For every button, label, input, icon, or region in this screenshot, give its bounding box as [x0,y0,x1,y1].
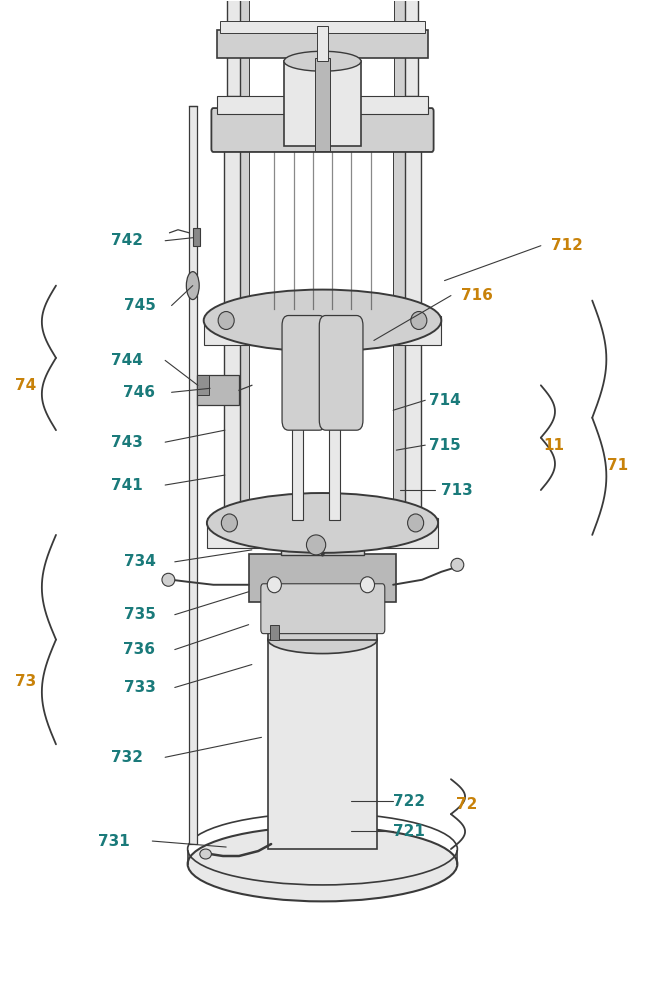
FancyBboxPatch shape [282,316,326,430]
Ellipse shape [204,290,441,351]
Text: 741: 741 [111,478,143,493]
Bar [207,518,438,548]
Ellipse shape [188,827,457,901]
Text: 715: 715 [429,438,461,453]
Ellipse shape [267,577,281,593]
Bar [395,0,404,96]
Bar [292,301,303,520]
Text: 721: 721 [393,824,425,839]
Bar [315,58,330,151]
Text: 72: 72 [456,797,478,812]
Ellipse shape [411,312,427,329]
Text: 742: 742 [111,233,143,248]
Bar [404,149,421,523]
Text: 731: 731 [98,834,130,849]
Bar [204,316,441,345]
Bar [248,554,397,602]
Bar [224,149,241,523]
Text: 11: 11 [543,438,564,453]
Ellipse shape [306,535,326,555]
Ellipse shape [451,558,464,571]
Text: 743: 743 [111,435,143,450]
Text: 733: 733 [124,680,155,695]
Text: 744: 744 [111,353,143,368]
Text: 73: 73 [15,674,36,689]
Bar [197,375,209,395]
Ellipse shape [162,573,175,586]
Bar [329,301,340,520]
Bar [217,30,428,58]
Ellipse shape [186,272,199,300]
Text: 71: 71 [608,458,628,473]
Bar [197,375,239,405]
Ellipse shape [221,514,237,532]
FancyBboxPatch shape [212,108,433,152]
Text: 713: 713 [441,483,473,498]
Text: 745: 745 [124,298,155,313]
Text: 74: 74 [15,378,36,393]
Ellipse shape [408,514,424,532]
Bar [270,625,279,640]
Bar [228,0,241,96]
Ellipse shape [268,626,377,654]
Bar [404,0,417,96]
Bar [220,21,425,33]
Ellipse shape [218,312,234,329]
Text: 716: 716 [461,288,493,303]
Bar [317,26,328,61]
Bar [239,0,249,96]
FancyBboxPatch shape [261,584,385,634]
Text: 736: 736 [123,642,155,657]
Bar [281,523,364,555]
Bar [189,106,197,844]
Bar [217,96,428,114]
Text: 714: 714 [429,393,461,408]
Ellipse shape [200,849,212,859]
Text: 732: 732 [111,750,143,765]
Text: 746: 746 [123,385,155,400]
Text: 734: 734 [124,554,155,569]
Ellipse shape [361,577,375,593]
Text: 722: 722 [393,794,425,809]
Bar [284,61,361,146]
Bar [236,149,248,523]
Bar [393,149,406,523]
Bar [268,640,377,849]
Text: 735: 735 [124,607,155,622]
Ellipse shape [284,51,361,71]
Bar [193,228,201,246]
FancyBboxPatch shape [319,316,363,430]
Bar [268,590,377,640]
Text: 712: 712 [551,238,582,253]
Ellipse shape [207,493,438,553]
